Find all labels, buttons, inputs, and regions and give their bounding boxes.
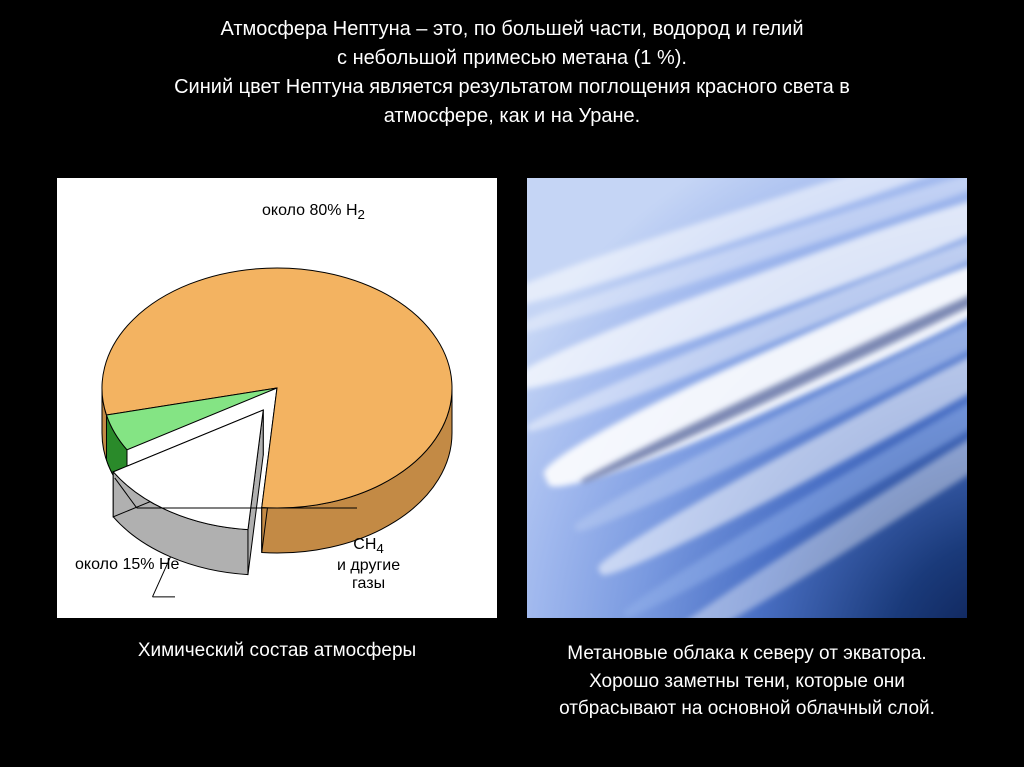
slide-root: Атмосфера Нептуна – это, по большей част…	[0, 0, 1024, 767]
header-block: Атмосфера Нептуна – это, по большей част…	[0, 15, 1024, 131]
caption-right-l1: Метановые облака к северу от экватора.	[567, 643, 926, 664]
caption-right-l2: Хорошо заметны тени, которые они	[589, 671, 905, 692]
header-line-1: Атмосфера Нептуна – это, по большей част…	[220, 18, 803, 40]
pie-chart-svg	[57, 178, 497, 618]
captions-row: Химический состав атмосферы Метановые об…	[0, 640, 1024, 723]
pie-label-h2-text: около 80% H	[262, 202, 358, 219]
pie-label-h2-sub: 2	[358, 207, 365, 222]
caption-right-l3: отбрасывают на основной облачный слой.	[559, 698, 935, 719]
pie-label-ch4-l3: газы	[352, 575, 385, 592]
pie-label-ch4-l1: CH	[353, 536, 376, 553]
caption-right: Метановые облака к северу от экватора. Х…	[527, 640, 967, 723]
pie-label-ch4: CH4 и другие газы	[337, 536, 400, 593]
header-line-4: атмосфере, как и на Уране.	[384, 105, 641, 127]
pie-label-ch4-sub: 4	[376, 541, 383, 556]
pie-label-h2: около 80% H2	[262, 202, 365, 222]
pie-label-ch4-l2: и другие	[337, 557, 400, 574]
caption-left: Химический состав атмосферы	[57, 640, 497, 723]
panels-row: около 80% H2 около 15% He CH4 и другие г…	[0, 178, 1024, 618]
pie-label-he-text: около 15% He	[75, 556, 179, 573]
pie-chart-panel: около 80% H2 около 15% He CH4 и другие г…	[57, 178, 497, 618]
pie-label-he: около 15% He	[75, 556, 179, 574]
neptune-clouds-panel	[527, 178, 967, 618]
header-line-2: с небольшой примесью метана (1 %).	[337, 47, 687, 69]
header-line-3: Синий цвет Нептуна является результатом …	[174, 76, 850, 98]
